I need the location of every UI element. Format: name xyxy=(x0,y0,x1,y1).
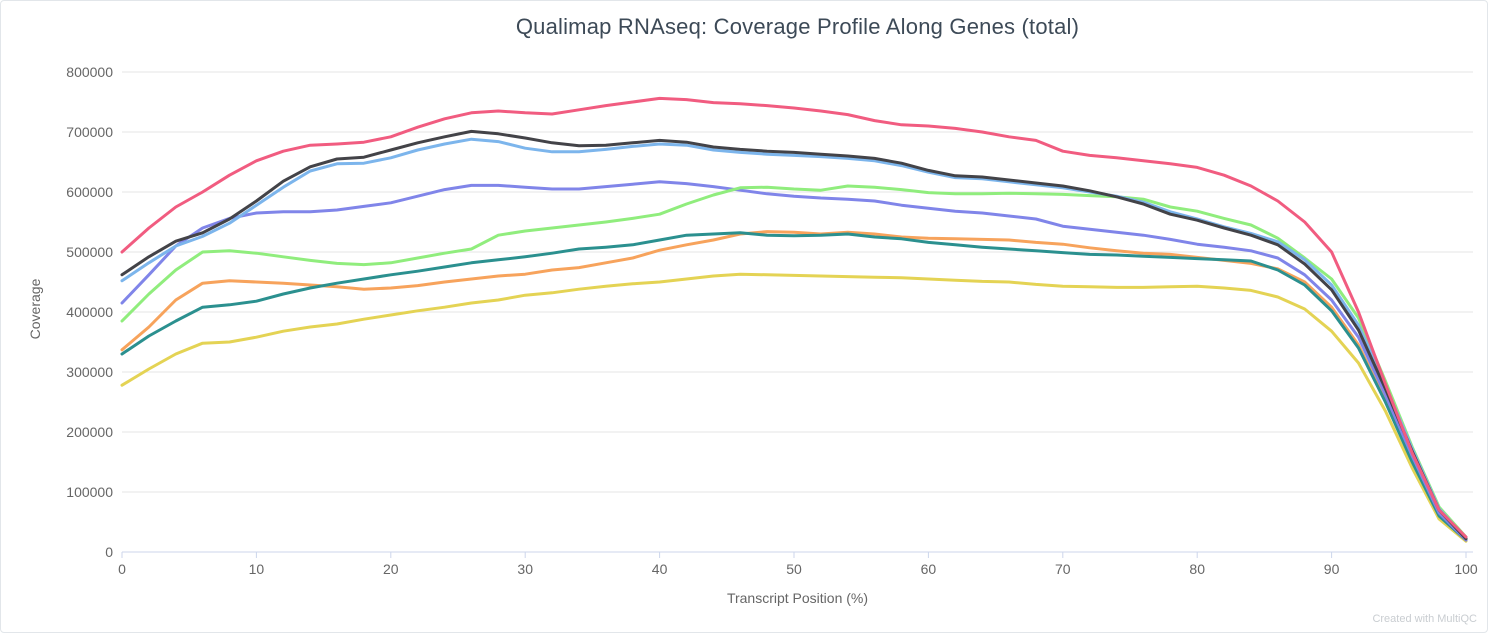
y-tick-label: 0 xyxy=(105,544,113,560)
x-tick-label: 50 xyxy=(786,561,802,577)
series-line-black[interactable] xyxy=(120,129,1468,541)
x-tick-label: 40 xyxy=(652,561,668,577)
y-tick-label: 500000 xyxy=(66,244,113,260)
x-tick-label: 0 xyxy=(118,561,126,577)
y-tick-label: 100000 xyxy=(66,484,113,500)
y-tick-label: 200000 xyxy=(66,424,113,440)
x-axis-title: Transcript Position (%) xyxy=(726,590,869,606)
series-line-teal[interactable] xyxy=(120,231,1468,542)
series-line-yellow[interactable] xyxy=(120,272,1468,543)
multiqc-watermark: Created with MultiQC xyxy=(1372,613,1477,625)
y-tick-label: 800000 xyxy=(66,64,113,80)
y-tick-label: 400000 xyxy=(66,304,113,320)
chart-title: Qualimap RNAseq: Coverage Profile Along … xyxy=(515,14,1080,39)
y-tick-label: 700000 xyxy=(66,124,113,140)
series-line-orange[interactable] xyxy=(120,230,1468,542)
series-line-green[interactable] xyxy=(120,184,1468,539)
x-tick-label: 90 xyxy=(1324,561,1340,577)
y-tick-label: 600000 xyxy=(66,184,113,200)
series-line-pink[interactable] xyxy=(120,96,1468,539)
x-tick-label: 30 xyxy=(517,561,533,577)
x-tick-label: 10 xyxy=(249,561,265,577)
series-line-light-blue[interactable] xyxy=(120,137,1468,540)
y-tick-label: 300000 xyxy=(66,364,113,380)
x-tick-label: 20 xyxy=(383,561,399,577)
x-tick-label: 80 xyxy=(1189,561,1205,577)
x-tick-label: 100 xyxy=(1454,561,1478,577)
x-tick-label: 60 xyxy=(921,561,937,577)
series-line-purple[interactable] xyxy=(120,180,1468,542)
y-axis-title: Coverage xyxy=(27,278,43,340)
x-tick-label: 70 xyxy=(1055,561,1071,577)
